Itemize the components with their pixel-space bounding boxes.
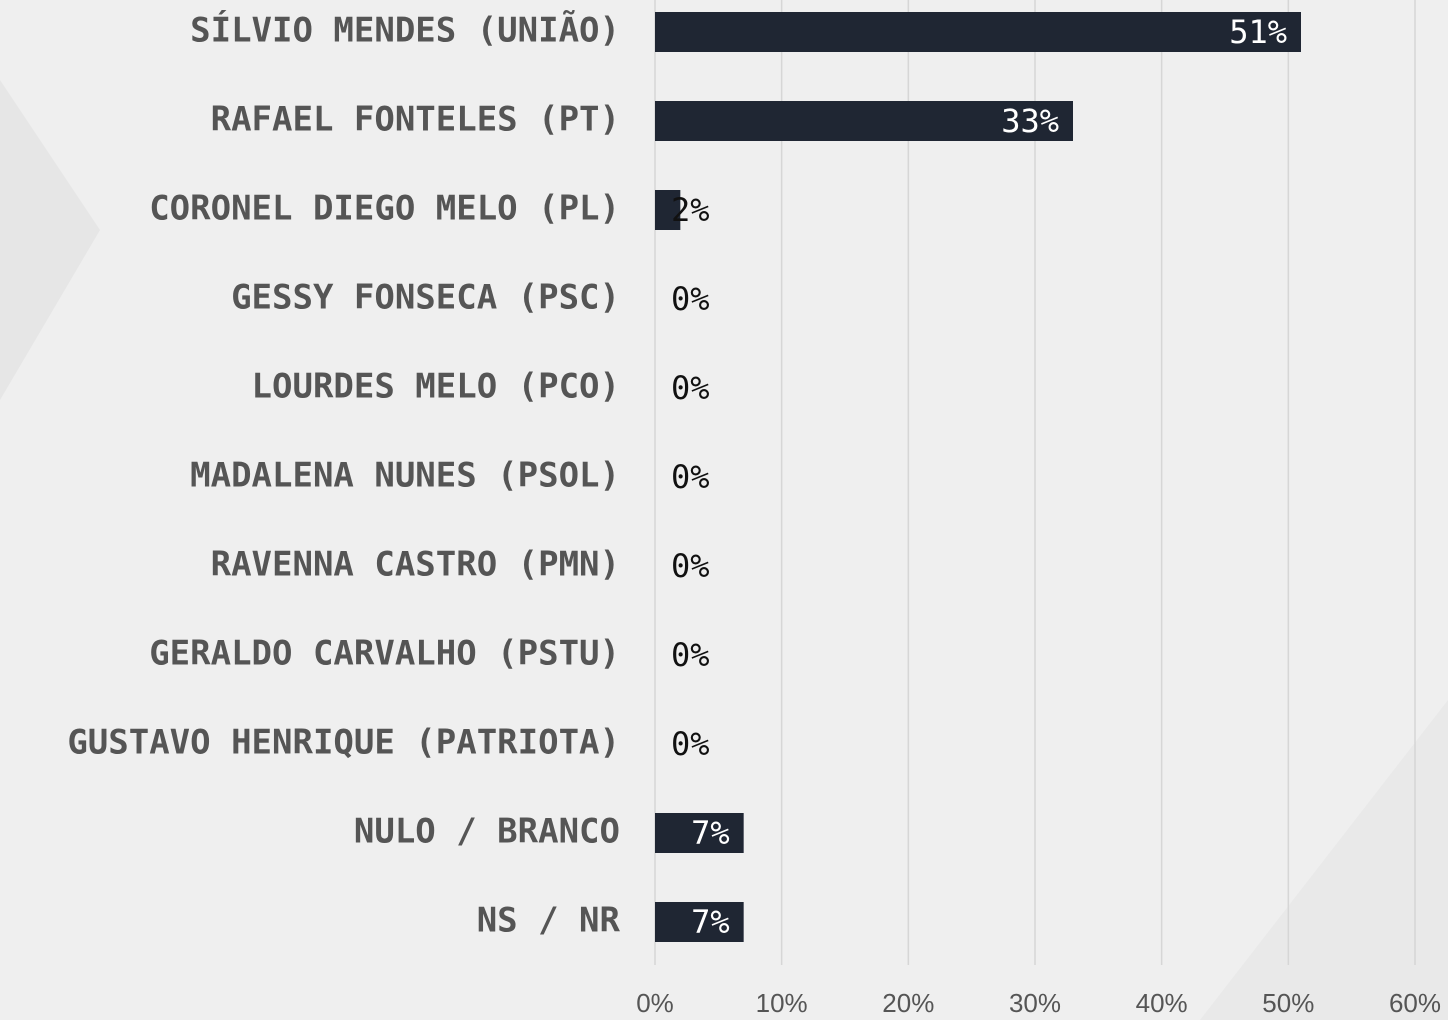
category-label: NULO / BRANCO bbox=[354, 812, 620, 852]
value-label: 0% bbox=[671, 636, 710, 674]
x-tick-label: 60% bbox=[1389, 988, 1441, 1018]
x-tick-label: 40% bbox=[1136, 988, 1188, 1018]
category-label: MADALENA NUNES (PSOL) bbox=[190, 456, 620, 496]
x-tick-label: 30% bbox=[1009, 988, 1061, 1018]
value-label: 7% bbox=[691, 814, 730, 852]
value-label: 0% bbox=[671, 458, 710, 496]
category-label: GERALDO CARVALHO (PSTU) bbox=[149, 634, 620, 674]
category-label: CORONEL DIEGO MELO (PL) bbox=[149, 189, 620, 229]
decor bbox=[1200, 700, 1448, 1020]
value-label: 2% bbox=[671, 191, 710, 229]
x-tick-label: 10% bbox=[756, 988, 808, 1018]
value-label: 51% bbox=[1229, 13, 1287, 51]
decor bbox=[0, 80, 100, 400]
category-label: GESSY FONSECA (PSC) bbox=[231, 278, 620, 318]
bar bbox=[655, 902, 744, 942]
category-label: SÍLVIO MENDES (UNIÃO) bbox=[190, 10, 620, 51]
value-label: 0% bbox=[671, 280, 710, 318]
bar bbox=[655, 813, 744, 853]
value-label: 0% bbox=[671, 369, 710, 407]
category-label: RAFAEL FONTELES (PT) bbox=[211, 100, 620, 140]
value-label: 0% bbox=[671, 547, 710, 585]
category-label: LOURDES MELO (PCO) bbox=[252, 367, 620, 407]
x-tick-label: 0% bbox=[636, 988, 674, 1018]
category-label: GUSTAVO HENRIQUE (PATRIOTA) bbox=[67, 723, 620, 763]
bar bbox=[655, 12, 1301, 52]
value-label: 0% bbox=[671, 725, 710, 763]
category-label: RAVENNA CASTRO (PMN) bbox=[211, 545, 620, 585]
bar bbox=[655, 190, 681, 230]
value-label: 7% bbox=[691, 903, 730, 941]
bar bbox=[655, 101, 1073, 141]
value-label: 33% bbox=[1001, 102, 1059, 140]
x-tick-label: 20% bbox=[882, 988, 934, 1018]
x-tick-label: 50% bbox=[1262, 988, 1314, 1018]
category-label: NS / NR bbox=[477, 901, 621, 941]
